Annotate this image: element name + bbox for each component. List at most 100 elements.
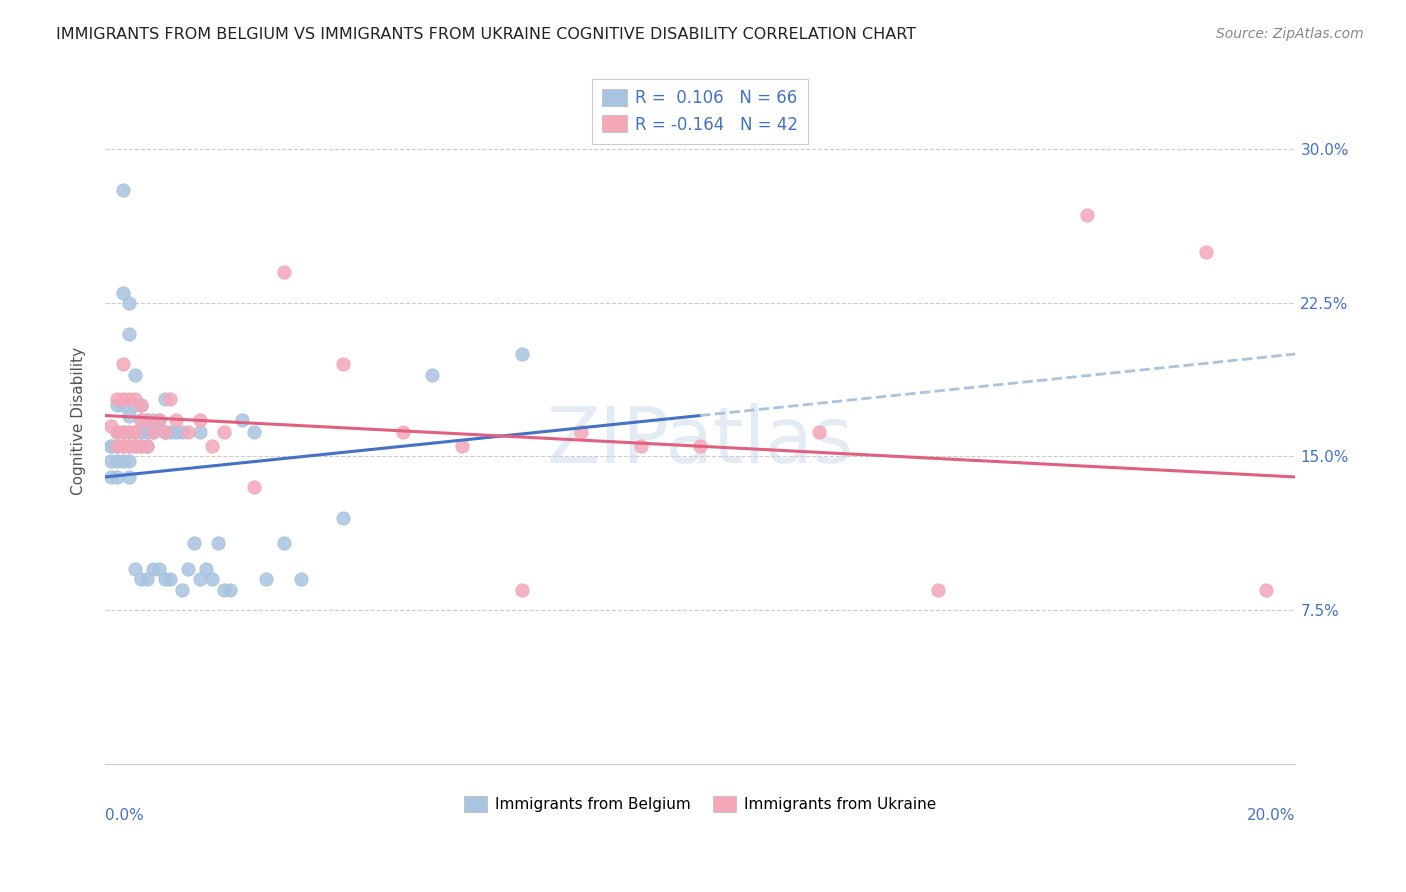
Point xyxy=(111,183,134,197)
Point xyxy=(129,398,152,412)
Point xyxy=(273,535,295,549)
Point xyxy=(243,425,266,439)
Point xyxy=(124,398,146,412)
Point xyxy=(153,392,176,406)
Point xyxy=(808,425,831,439)
Point xyxy=(569,425,592,439)
Point xyxy=(159,425,181,439)
Text: ZIPatlas: ZIPatlas xyxy=(547,403,853,479)
Point xyxy=(153,573,176,587)
Point xyxy=(177,425,200,439)
Point xyxy=(135,425,157,439)
Point xyxy=(129,425,152,439)
Point xyxy=(172,425,194,439)
Point xyxy=(135,573,157,587)
Point xyxy=(105,425,128,439)
Point xyxy=(105,470,128,484)
Point xyxy=(142,425,165,439)
Point xyxy=(124,562,146,576)
Point xyxy=(510,347,533,361)
Point xyxy=(124,425,146,439)
Point xyxy=(118,295,141,310)
Point xyxy=(422,368,444,382)
Point xyxy=(105,398,128,412)
Point xyxy=(142,562,165,576)
Point xyxy=(159,392,181,406)
Point xyxy=(118,425,141,439)
Point xyxy=(111,398,134,412)
Point xyxy=(290,573,312,587)
Point xyxy=(124,368,146,382)
Point xyxy=(135,412,157,426)
Point xyxy=(100,418,122,433)
Point xyxy=(148,412,170,426)
Point xyxy=(172,582,194,597)
Point xyxy=(188,573,211,587)
Point xyxy=(105,439,128,453)
Point xyxy=(105,439,128,453)
Point xyxy=(118,409,141,423)
Point xyxy=(165,412,187,426)
Point xyxy=(148,412,170,426)
Point xyxy=(135,439,157,453)
Point xyxy=(135,439,157,453)
Point xyxy=(118,439,141,453)
Point xyxy=(124,392,146,406)
Point xyxy=(927,582,949,597)
Point xyxy=(100,439,122,453)
Point xyxy=(207,535,229,549)
Point xyxy=(111,357,134,371)
Point xyxy=(142,425,165,439)
Point xyxy=(177,562,200,576)
Point xyxy=(188,425,211,439)
Point xyxy=(212,425,235,439)
Point xyxy=(129,573,152,587)
Point xyxy=(105,425,128,439)
Point xyxy=(111,425,134,439)
Point xyxy=(129,412,152,426)
Point xyxy=(219,582,242,597)
Point xyxy=(118,326,141,341)
Point xyxy=(165,425,187,439)
Point xyxy=(100,453,122,467)
Point xyxy=(201,573,224,587)
Point xyxy=(129,412,152,426)
Point xyxy=(118,439,141,453)
Point xyxy=(118,425,141,439)
Legend: R =  0.106   N = 66, R = -0.164   N = 42: R = 0.106 N = 66, R = -0.164 N = 42 xyxy=(592,78,808,144)
Point xyxy=(105,392,128,406)
Text: Source: ZipAtlas.com: Source: ZipAtlas.com xyxy=(1216,27,1364,41)
Point xyxy=(153,425,176,439)
Point xyxy=(1195,244,1218,259)
Point xyxy=(100,439,122,453)
Point xyxy=(111,392,134,406)
Point xyxy=(332,511,354,525)
Text: IMMIGRANTS FROM BELGIUM VS IMMIGRANTS FROM UKRAINE COGNITIVE DISABILITY CORRELAT: IMMIGRANTS FROM BELGIUM VS IMMIGRANTS FR… xyxy=(56,27,917,42)
Point xyxy=(201,439,224,453)
Point xyxy=(254,573,277,587)
Point xyxy=(111,439,134,453)
Point xyxy=(135,412,157,426)
Point xyxy=(243,480,266,494)
Point xyxy=(510,582,533,597)
Point xyxy=(142,412,165,426)
Point xyxy=(148,562,170,576)
Point xyxy=(118,453,141,467)
Point xyxy=(451,439,474,453)
Point xyxy=(118,392,141,406)
Text: 20.0%: 20.0% xyxy=(1247,808,1295,823)
Point xyxy=(273,265,295,279)
Point xyxy=(188,412,211,426)
Point xyxy=(105,453,128,467)
Text: 0.0%: 0.0% xyxy=(105,808,143,823)
Point xyxy=(630,439,652,453)
Point xyxy=(124,439,146,453)
Point xyxy=(129,439,152,453)
Point xyxy=(195,562,218,576)
Point xyxy=(124,425,146,439)
Point xyxy=(129,398,152,412)
Point xyxy=(111,453,134,467)
Point xyxy=(129,439,152,453)
Y-axis label: Cognitive Disability: Cognitive Disability xyxy=(72,347,86,495)
Point xyxy=(111,285,134,300)
